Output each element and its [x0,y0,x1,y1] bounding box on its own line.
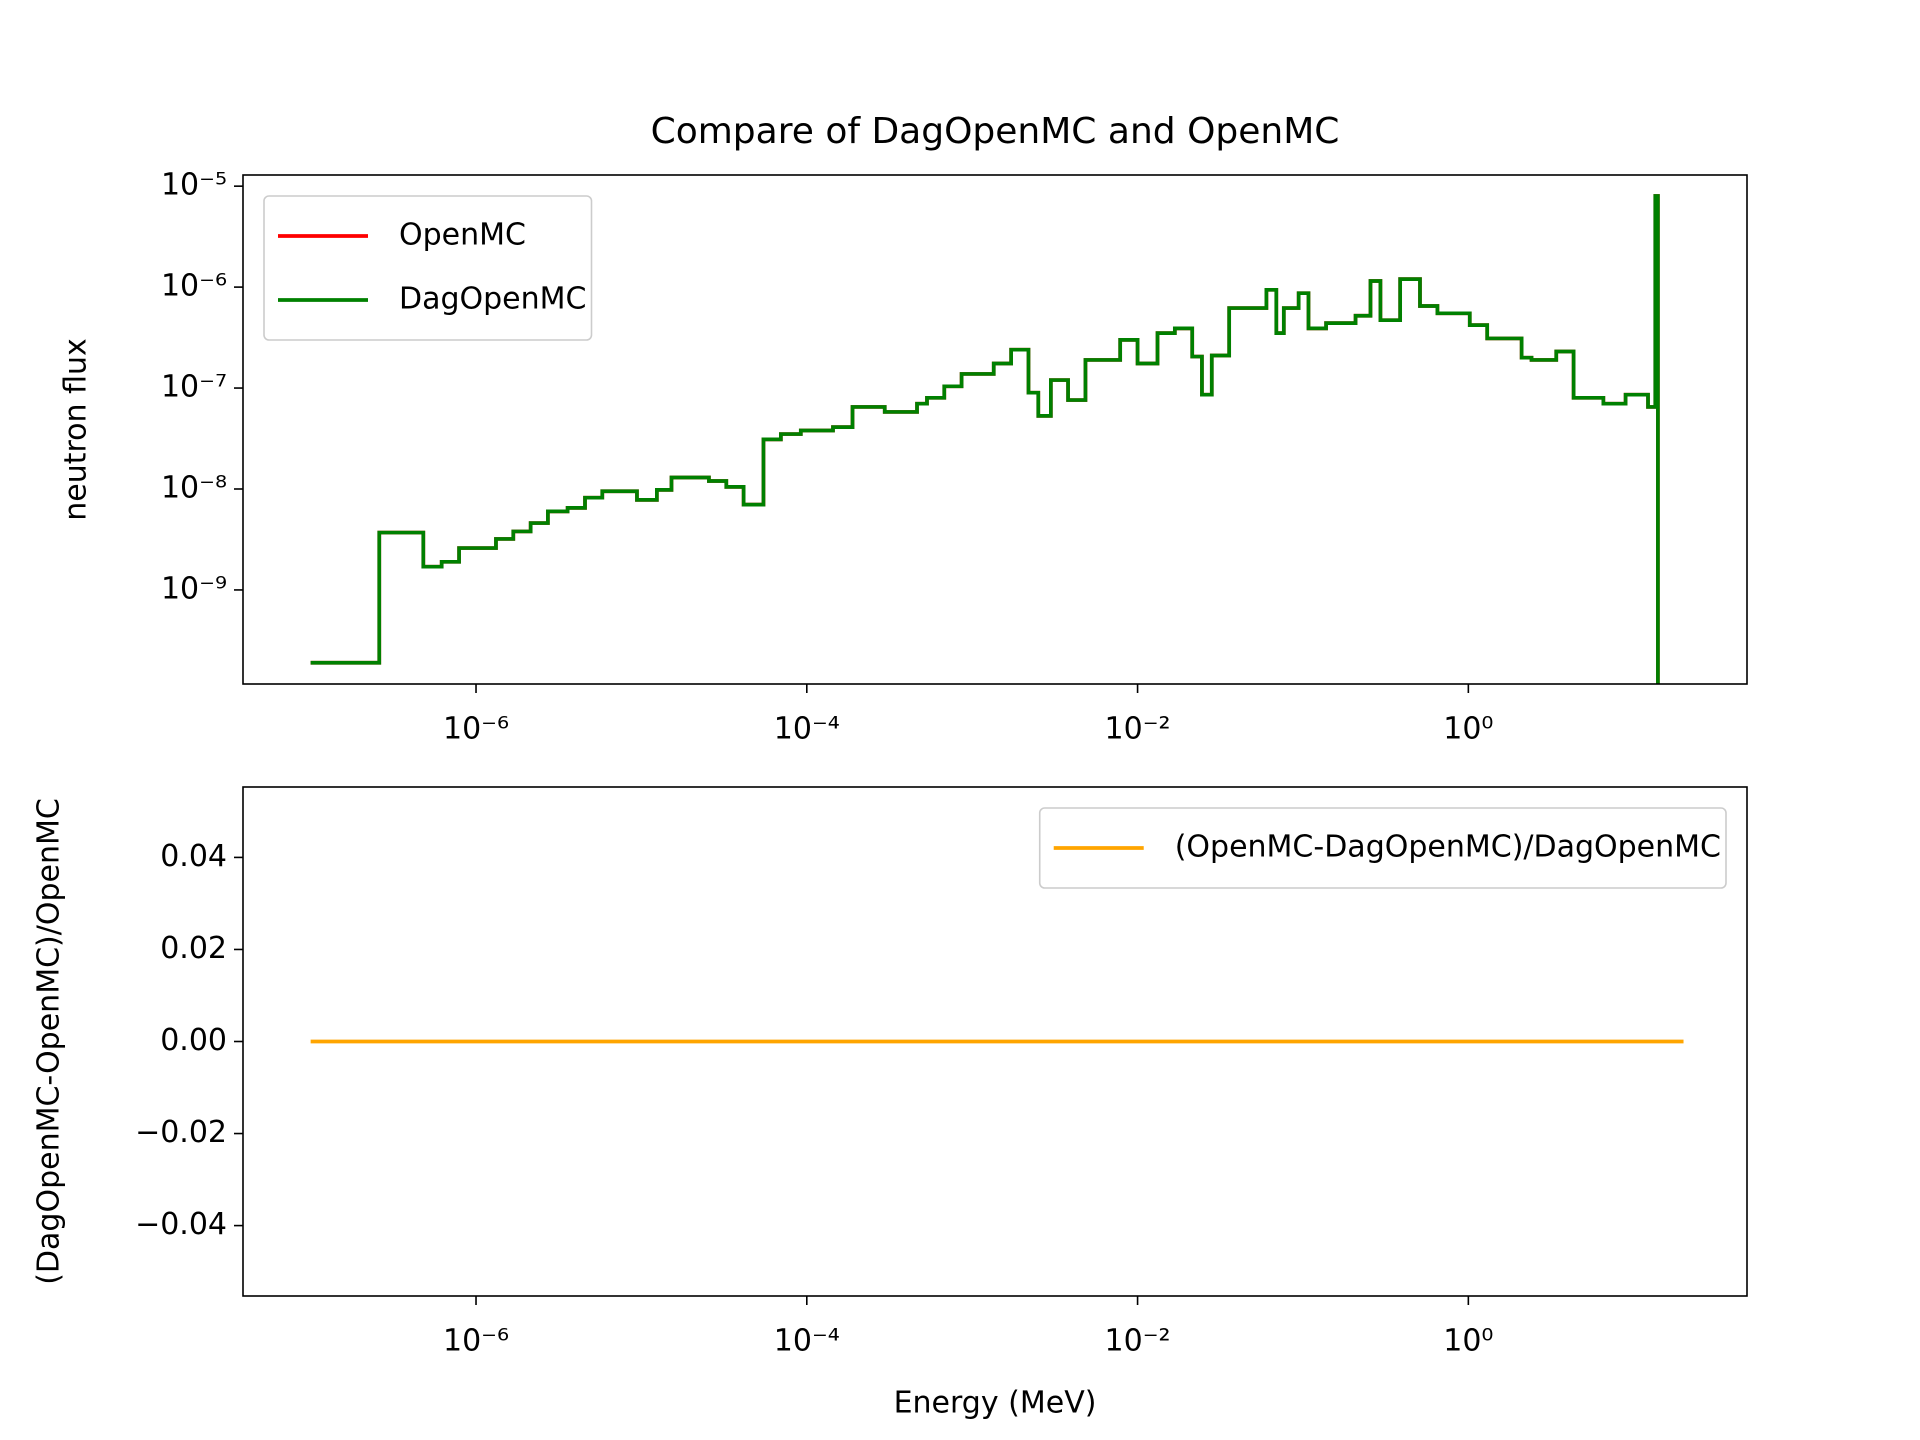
axes-frame [242,786,1748,1297]
legend-box [263,195,593,341]
y-tick-label: 10⁻⁵ [161,168,227,203]
legend-box [1038,807,1727,889]
legend-label: DagOpenMC [399,282,587,317]
y-tick-label: 10⁻⁶ [161,269,227,304]
x-tick-label: 10⁻⁶ [443,1324,509,1359]
series-line [310,194,1660,684]
x-tick-label: 10⁰ [1443,1324,1493,1359]
y-tick-label: 10⁻⁷ [161,370,227,405]
x-tick-label: 10⁻² [1105,712,1171,747]
legend: OpenMC DagOpenMC [263,195,593,341]
y-axis-label: (DagOpenMC-OpenMC)/OpenMC [32,798,67,1285]
chart-title: Compare of DagOpenMC and OpenMC [651,111,1340,152]
axes-frame [242,174,1748,685]
legend: (OpenMC-DagOpenMC)/DagOpenMC [1038,807,1727,889]
x-tick-label: 10⁻² [1105,1324,1171,1359]
y-axis-label: neutron flux [59,338,94,521]
legend-label: OpenMC [399,218,526,253]
legend-label: (OpenMC-DagOpenMC)/DagOpenMC [1175,830,1721,865]
y-tick-label: 10⁻⁸ [161,470,227,505]
y-tick-label: 10⁻⁹ [161,571,227,606]
y-tick-label: 0.00 [160,1023,227,1058]
x-tick-label: 10⁻⁴ [774,712,840,747]
y-tick-label: −0.04 [135,1207,227,1242]
x-axis-label: Energy (MeV) [894,1386,1097,1421]
y-tick-label: 0.02 [160,931,227,966]
x-tick-label: 10⁻⁴ [774,1324,840,1359]
y-tick-label: −0.02 [135,1115,227,1150]
x-tick-label: 10⁻⁶ [443,712,509,747]
y-tick-label: 0.04 [160,839,227,874]
x-tick-label: 10⁰ [1443,712,1493,747]
